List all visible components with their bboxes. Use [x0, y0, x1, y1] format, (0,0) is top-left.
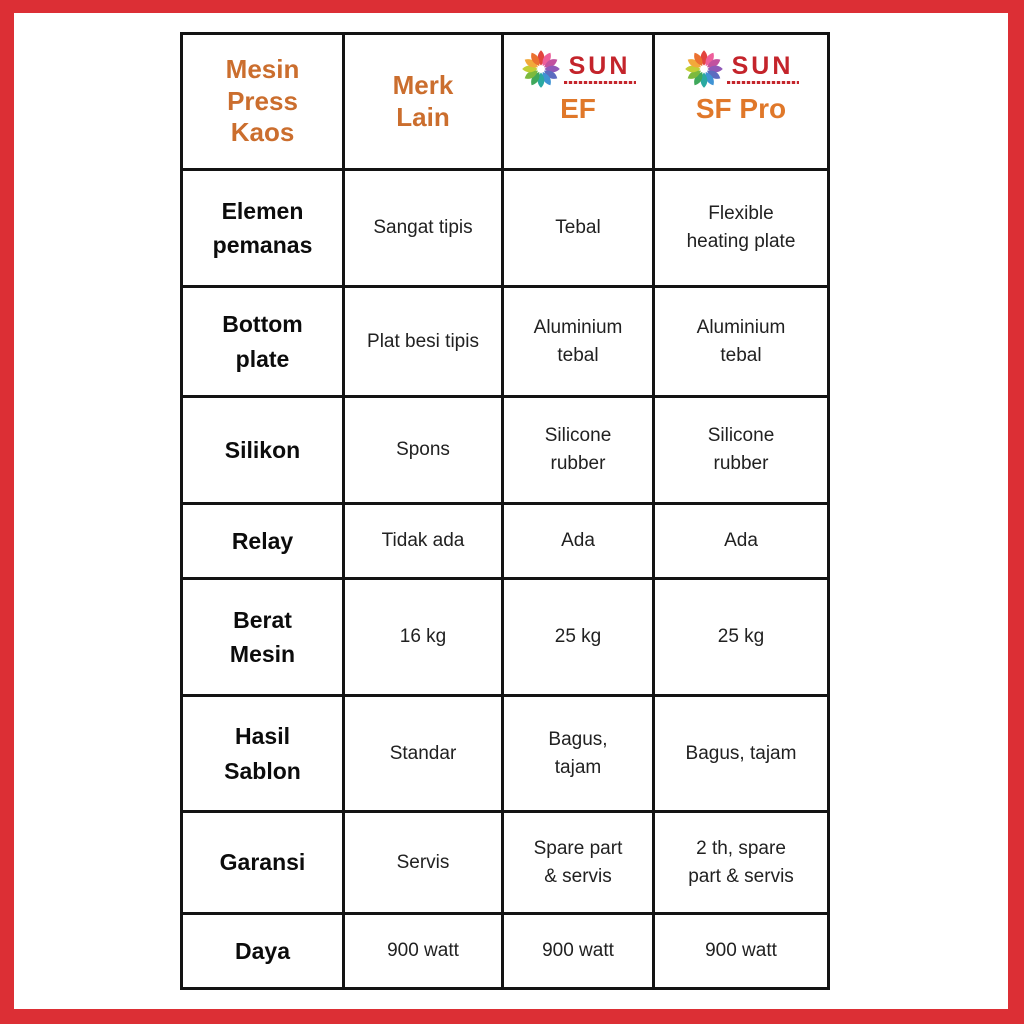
cell-text: Tidak ada [381, 530, 465, 552]
cell-text: 25 kg [717, 626, 765, 648]
table-cell: 900 watt [345, 915, 501, 987]
cell-text: Standar [389, 742, 457, 764]
row-label-text: Bottom plate [222, 311, 303, 372]
cell-text: 900 watt [705, 940, 777, 962]
row-label-text: Daya [235, 937, 290, 964]
sun-wordmark: SUN [563, 52, 636, 84]
table-cell: Tebal [504, 171, 652, 285]
table-row-label: Relay [183, 505, 342, 577]
table-cell: 16 kg [345, 580, 501, 694]
table-cell: 25 kg [655, 580, 827, 694]
cell-text: Plat besi tipis [367, 330, 479, 352]
sun-logo: SUN [684, 49, 799, 89]
table-row-label: Bottom plate [183, 288, 342, 395]
table-cell: Silicone rubber [504, 398, 652, 502]
table-cell: Bagus, tajam [655, 697, 827, 810]
cell-text: 16 kg [399, 626, 447, 648]
cell-text: Tebal [555, 217, 601, 239]
table-cell: Aluminium tebal [504, 288, 652, 395]
sun-wordmark: SUN [726, 52, 799, 84]
sun-brand-text: SUN [568, 52, 631, 80]
table-row-label: Garansi [183, 813, 342, 912]
table-cell: Servis [345, 813, 501, 912]
table-cell: Sangat tipis [345, 171, 501, 285]
table-cell: Ada [655, 505, 827, 577]
table-cell: Plat besi tipis [345, 288, 501, 395]
cell-text: Bagus, tajam [548, 728, 608, 778]
comparison-table: Mesin Press Kaos Merk Lain [180, 32, 830, 990]
table-cell: Silicone rubber [655, 398, 827, 502]
cell-text: Aluminium tebal [533, 316, 623, 366]
cell-text: Bagus, tajam [685, 742, 797, 764]
table-cell: Tidak ada [345, 505, 501, 577]
cell-text: Silicone rubber [707, 425, 775, 474]
table-row-label: Berat Mesin [183, 580, 342, 694]
header-sun-ef-model: EF [560, 93, 596, 124]
table-cell: 25 kg [504, 580, 652, 694]
table-cell: Bagus, tajam [504, 697, 652, 810]
header-competitor-label: Merk Lain [392, 69, 454, 132]
cell-text: Ada [561, 530, 595, 552]
row-label-text: Elemen pemanas [212, 197, 313, 259]
cell-text: 900 watt [542, 940, 614, 962]
table-cell: Spons [345, 398, 501, 502]
cell-text: Spons [396, 439, 450, 461]
table-cell: Standar [345, 697, 501, 810]
sun-logo: SUN [521, 49, 636, 89]
cell-text: Sangat tipis [373, 217, 473, 239]
page-canvas: Mesin Press Kaos Merk Lain [14, 13, 1008, 1009]
table-cell: 2 th, spare part & servis [655, 813, 827, 912]
row-label-text: Berat Mesin [229, 606, 296, 668]
row-label-text: Relay [231, 527, 294, 554]
table-row-label: Elemen pemanas [183, 171, 342, 285]
row-label-text: Hasil Sablon [224, 723, 301, 784]
cell-text: 2 th, spare part & servis [688, 837, 794, 887]
cell-text: 25 kg [554, 626, 602, 648]
sun-logo-tagline [726, 81, 799, 84]
table-cell: Spare part & servis [504, 813, 652, 912]
cell-text: Flexible heating plate [686, 203, 796, 252]
cell-text: Aluminium tebal [696, 316, 786, 366]
header-feature-column: Mesin Press Kaos [183, 35, 342, 168]
table-cell: Flexible heating plate [655, 171, 827, 285]
row-label-text: Silikon [224, 436, 301, 463]
header-sun-ef-column: SUN EF [504, 35, 652, 168]
sun-logo-tagline [563, 81, 636, 84]
table-row-label: Hasil Sablon [183, 697, 342, 810]
cell-text: Spare part & servis [533, 837, 623, 887]
table-cell: 900 watt [655, 915, 827, 987]
sun-flower-icon [521, 50, 560, 88]
table-cell: 900 watt [504, 915, 652, 987]
cell-text: Servis [396, 851, 450, 873]
table-row-label: Silikon [183, 398, 342, 502]
header-feature-label: Mesin Press Kaos [225, 53, 300, 148]
sun-flower-icon [684, 50, 723, 88]
cell-text: 900 watt [387, 940, 459, 962]
header-sun-sf-pro-column: SUN SF Pro [655, 35, 827, 168]
sun-brand-text: SUN [731, 52, 794, 80]
table-row-label: Daya [183, 915, 342, 987]
header-sun-sf-pro-model: SF Pro [695, 93, 787, 124]
cell-text: Silicone rubber [544, 425, 612, 474]
cell-text: Ada [724, 530, 758, 552]
row-label-text: Garansi [219, 849, 306, 876]
table-cell: Aluminium tebal [655, 288, 827, 395]
table-cell: Ada [504, 505, 652, 577]
header-competitor-column: Merk Lain [345, 35, 501, 168]
